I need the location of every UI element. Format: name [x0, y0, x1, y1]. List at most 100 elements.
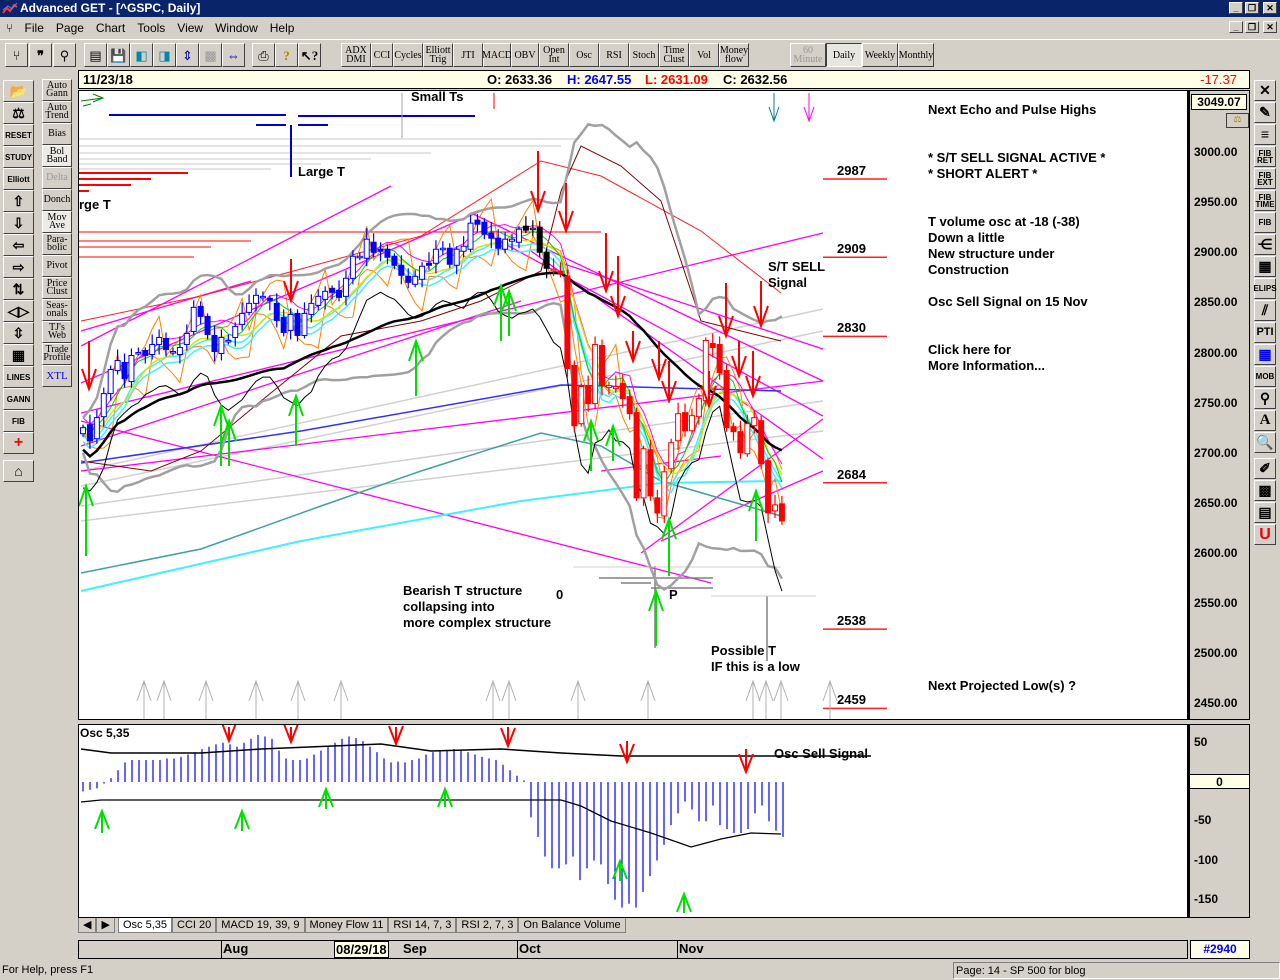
new-page-icon[interactable]: ▤: [84, 43, 107, 67]
arrow-up-icon[interactable]: ⇧: [3, 190, 34, 212]
prev-page-icon[interactable]: ◧: [130, 43, 153, 67]
minimize-button[interactable]: _: [1229, 2, 1243, 14]
timeframe-weekly[interactable]: Weekly: [862, 43, 898, 67]
tab-rsi-2[interactable]: RSI 2, 7, 3: [456, 918, 519, 933]
search-icon[interactable]: ⚲: [53, 43, 76, 67]
tab-scroll-right[interactable]: ▶: [96, 918, 115, 933]
menu-page[interactable]: Page: [55, 21, 84, 35]
indicator-button-time-clust[interactable]: Time Clust: [659, 43, 689, 67]
scroll-icon[interactable]: ⇕: [176, 43, 199, 67]
doc-close-button[interactable]: ✕: [1263, 21, 1277, 33]
tab-macd[interactable]: MACD 19, 39, 9: [216, 918, 305, 933]
fib-icon[interactable]: FIB: [3, 410, 34, 432]
indicator-button-obv[interactable]: OBV: [511, 43, 539, 67]
text-tool-icon[interactable]: A: [1254, 410, 1276, 431]
quote-icon[interactable]: ❞: [29, 43, 52, 67]
grid-icon[interactable]: ▦: [3, 344, 34, 366]
print-icon[interactable]: ⎙: [252, 43, 275, 67]
study-price-clust[interactable]: Price Clust: [42, 277, 72, 299]
close-button[interactable]: ✕: [1263, 2, 1277, 14]
eraser-icon[interactable]: ✐: [1254, 458, 1276, 479]
study-icon[interactable]: STUDY: [3, 146, 34, 168]
fib-retracement-icon[interactable]: FIB RET: [1254, 146, 1276, 167]
compress-horizontal-icon[interactable]: ⇅: [3, 278, 34, 300]
indicator-button-cci[interactable]: CCI: [371, 43, 393, 67]
channel-icon[interactable]: ⫽: [1254, 300, 1276, 321]
expand-vertical-icon[interactable]: ⇳: [3, 322, 34, 344]
scale-icon[interactable]: ⚖: [1226, 113, 1249, 128]
doc-minimize-button[interactable]: _: [1229, 21, 1243, 33]
compress-icon[interactable]: ⇔: [222, 43, 245, 67]
elliott-icon[interactable]: Elliott: [3, 168, 34, 190]
pti-icon[interactable]: PTI: [1254, 322, 1276, 343]
indicator-button-adx-dmi[interactable]: ADX DMI: [341, 43, 371, 67]
study-bol-band[interactable]: Bol Band: [42, 145, 72, 167]
reset-icon[interactable]: RESET: [3, 124, 34, 146]
magnifier-icon[interactable]: 🔍: [1254, 432, 1276, 453]
fib-time-icon[interactable]: FIB TIME: [1254, 190, 1276, 211]
cancel-grid-icon[interactable]: ▩: [199, 43, 222, 67]
pencil-icon[interactable]: ✎: [1254, 102, 1276, 123]
study-auto-trend[interactable]: Auto Trend: [42, 101, 72, 123]
study-auto-gann[interactable]: Auto Gann: [42, 79, 72, 101]
study-tj-s-web[interactable]: TJ's Web: [42, 321, 72, 343]
study-para-bolic[interactable]: Para- bolic: [42, 233, 72, 255]
close-drawing-icon[interactable]: ✕: [1254, 80, 1276, 101]
indicator-button-osc[interactable]: Osc: [569, 43, 599, 67]
restore-button[interactable]: ❐: [1245, 2, 1259, 14]
indicator-button-jti[interactable]: JTI: [453, 43, 483, 67]
more-info-link-2[interactable]: More Information...: [928, 358, 1045, 373]
magnet-icon[interactable]: U: [1254, 524, 1276, 545]
indicator-button-cycles[interactable]: Cycles: [393, 43, 423, 67]
blue-grid-icon[interactable]: ▦: [1254, 344, 1276, 365]
lines-icon[interactable]: LINES: [3, 366, 34, 388]
study-bias[interactable]: Bias: [42, 123, 72, 145]
indicator-button-rsi[interactable]: RSI: [599, 43, 629, 67]
arrow-left-icon[interactable]: ⇦: [3, 234, 34, 256]
indicator-button-open-int[interactable]: Open Int: [539, 43, 569, 67]
gann-icon[interactable]: GANN: [3, 388, 34, 410]
study-delta[interactable]: Delta: [42, 167, 72, 189]
save-icon[interactable]: 💾: [107, 43, 130, 67]
tab-money-flow[interactable]: Money Flow 11: [304, 918, 389, 933]
menu-view[interactable]: View: [177, 21, 204, 35]
pages-icon[interactable]: ▤: [1254, 502, 1276, 523]
timeframe-60-minute[interactable]: 60 Minute: [790, 43, 826, 67]
study-pivot[interactable]: Pivot: [42, 255, 72, 277]
price-chart-canvas[interactable]: [79, 91, 1188, 720]
menu-window[interactable]: Window: [215, 21, 258, 35]
balance-scale-icon[interactable]: ⚖: [3, 102, 34, 124]
tuning-fork-tool-icon[interactable]: ⑂: [5, 43, 28, 67]
tuning-fork-icon[interactable]: ⑂: [6, 21, 14, 35]
arrow-right-icon[interactable]: ⇨: [3, 256, 34, 278]
tab-rsi-14[interactable]: RSI 14, 7, 3: [388, 918, 457, 933]
indicator-button-macd[interactable]: MACD: [482, 43, 512, 67]
fib-arc-icon[interactable]: FIB: [1254, 212, 1276, 233]
crosshair-icon[interactable]: +: [3, 432, 34, 454]
expand-horizontal-icon[interactable]: ◁▷: [3, 300, 34, 322]
timeframe-monthly[interactable]: Monthly: [898, 43, 934, 67]
context-help-icon[interactable]: ↖?: [298, 43, 321, 67]
menu-tools[interactable]: Tools: [137, 21, 166, 35]
study-xtl[interactable]: XTL: [42, 365, 72, 387]
grid-tool-icon[interactable]: ▦: [1254, 256, 1276, 277]
open-folder-icon[interactable]: 📂: [3, 80, 34, 102]
study-mov-ave[interactable]: Mov Ave: [42, 211, 72, 233]
study-seas-onals[interactable]: Seas- onals: [42, 299, 72, 321]
more-info-link[interactable]: Click here for: [928, 342, 1012, 357]
tab-scroll-left[interactable]: ◀: [78, 918, 97, 933]
timeframe-daily[interactable]: Daily: [826, 43, 862, 67]
indicator-button-money-flow[interactable]: Money flow: [719, 43, 749, 67]
doc-restore-button[interactable]: ❐: [1245, 21, 1259, 33]
oscillator-panel[interactable]: Osc 5,35 Osc Sell Signal: [78, 724, 1188, 918]
fib-extension-icon[interactable]: FIB EXT: [1254, 168, 1276, 189]
pattern-icon[interactable]: ▩: [1254, 480, 1276, 501]
indicator-button-stoch[interactable]: Stoch: [629, 43, 659, 67]
menu-help[interactable]: Help: [269, 21, 295, 35]
next-page-icon[interactable]: ◨: [153, 43, 176, 67]
date-axis[interactable]: Aug 08/29/18 Sep Oct Nov: [78, 940, 1188, 959]
indicator-button-elliott-trig[interactable]: Elliott Trig: [423, 43, 453, 67]
ellipse-icon[interactable]: ELIPS: [1253, 278, 1277, 299]
study-trade-profile[interactable]: Trade Profile: [42, 343, 72, 365]
zoom-one-icon[interactable]: ⚲: [1254, 388, 1276, 409]
